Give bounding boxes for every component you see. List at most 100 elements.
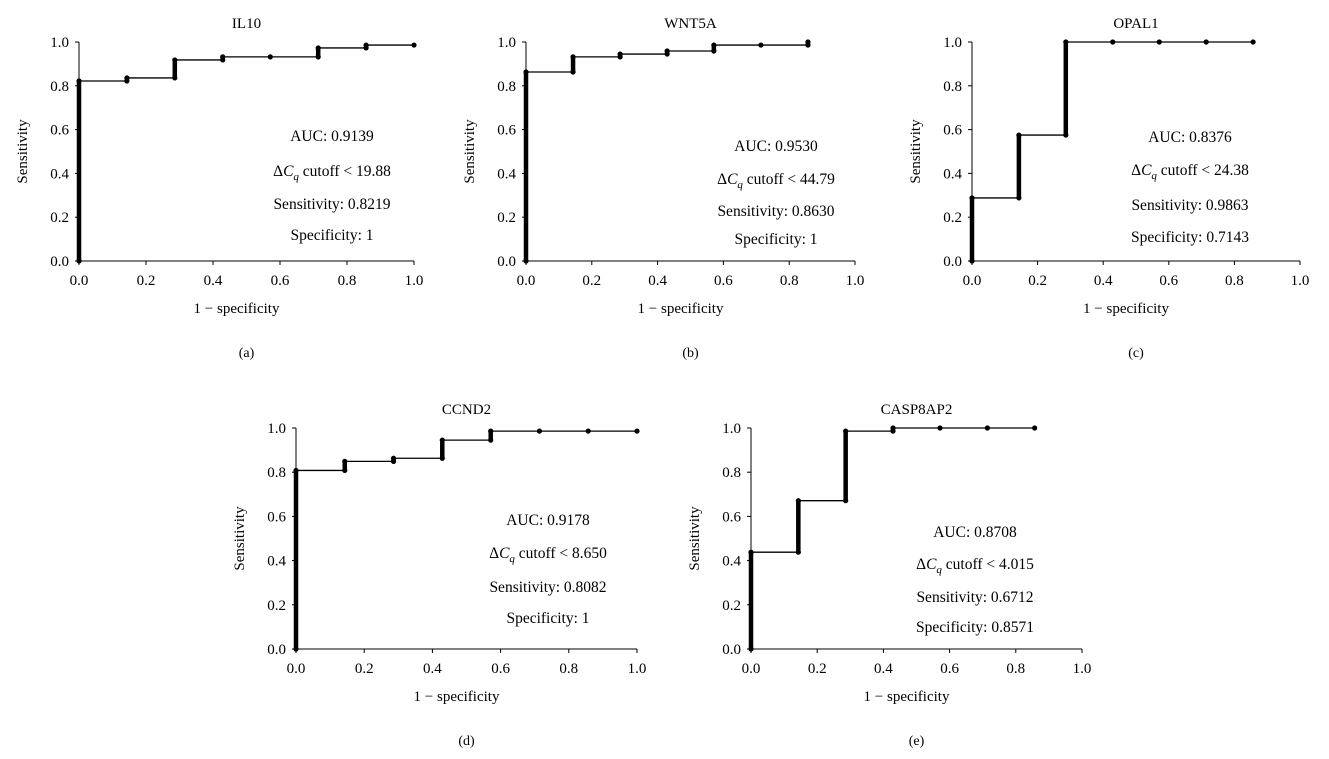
- roc-point: [711, 48, 717, 54]
- x-tick-label: 0.4: [874, 661, 893, 677]
- roc-point: [937, 425, 943, 431]
- roc-point: [172, 75, 178, 81]
- roc-point: [1032, 425, 1038, 431]
- roc-point: [795, 498, 801, 504]
- roc-point: [1203, 39, 1209, 45]
- y-tick-label: 0.2: [722, 598, 741, 614]
- y-axis-label: Sensitivity: [908, 119, 924, 184]
- chart-title: IL10: [232, 16, 261, 32]
- roc-point: [523, 258, 529, 264]
- roc-point: [1016, 132, 1022, 138]
- roc-point: [1250, 39, 1256, 45]
- annotation-0: AUC: 0.9139: [290, 128, 374, 145]
- roc-panel-0: IL10 0.0 0.2 0.4 0.6 0.8 1.0 0.0 0.2 0.4 0.6 0.8 1.0…: [15, 16, 423, 361]
- annotation-2: Sensitivity: 0.8219: [273, 196, 390, 213]
- x-tick-label: 0.8: [338, 273, 357, 289]
- y-axis-label: Sensitivity: [15, 119, 31, 184]
- panel-label: (e): [909, 734, 925, 749]
- roc-point: [390, 455, 397, 461]
- x-tick-label: 1.0: [628, 661, 647, 677]
- x-tick-label: 0.6: [271, 273, 290, 289]
- x-tick-label: 0.0: [70, 273, 89, 289]
- roc-point: [536, 428, 543, 434]
- roc-point: [758, 42, 764, 48]
- x-tick-label: 0.4: [423, 661, 442, 677]
- x-tick-label: 0.8: [780, 273, 799, 289]
- y-tick-label: 0.8: [50, 79, 69, 95]
- roc-point: [617, 51, 623, 57]
- roc-point: [984, 425, 990, 431]
- y-tick-label: 0.0: [943, 254, 962, 270]
- y-axis-label: Sensitivity: [462, 119, 478, 184]
- panel-label: (d): [458, 734, 475, 749]
- roc-point: [1063, 132, 1069, 138]
- annotation-cutoff: ΔCq cutoff < 4.015: [916, 556, 1034, 576]
- roc-point: [585, 428, 591, 434]
- annotation-0: AUC: 0.8708: [933, 524, 1017, 541]
- roc-point: [634, 428, 640, 434]
- y-tick-label: 1.0: [50, 35, 69, 51]
- y-tick-label: 0.0: [50, 254, 69, 270]
- roc-point: [711, 42, 717, 48]
- x-tick-label: 0.8: [559, 661, 578, 677]
- y-axis-label: Sensitivity: [232, 506, 248, 571]
- roc-point: [664, 48, 670, 54]
- y-tick-label: 0.4: [497, 166, 516, 182]
- x-tick-label: 1.0: [405, 273, 424, 289]
- roc-point: [890, 425, 896, 431]
- roc-point: [1063, 39, 1069, 45]
- x-tick-label: 0.2: [137, 273, 156, 289]
- annotation-3: Specificity: 1: [734, 231, 817, 248]
- x-tick-label: 0.6: [491, 661, 510, 677]
- y-tick-label: 0.8: [722, 465, 741, 481]
- roc-point: [411, 42, 417, 48]
- y-tick-label: 0.6: [50, 123, 69, 139]
- y-tick-label: 0.6: [497, 123, 516, 139]
- y-tick-label: 1.0: [497, 35, 516, 51]
- y-tick-label: 1.0: [267, 421, 286, 437]
- annotation-cutoff: ΔCq cutoff < 44.79: [717, 171, 835, 191]
- annotation-3: Specificity: 1: [290, 227, 373, 244]
- panel-label: (b): [682, 346, 699, 361]
- y-tick-label: 0.0: [722, 642, 741, 658]
- annotation-3: Specificity: 1: [506, 610, 589, 627]
- x-tick-label: 0.2: [355, 661, 374, 677]
- roc-point: [523, 69, 529, 75]
- annotation-3: Specificity: 0.7143: [1131, 229, 1249, 246]
- y-tick-label: 0.8: [497, 79, 516, 95]
- chart-title: CCND2: [442, 402, 491, 418]
- roc-point: [315, 45, 321, 51]
- y-tick-label: 0.4: [50, 166, 69, 182]
- roc-point: [342, 467, 348, 474]
- x-tick-label: 0.4: [648, 273, 667, 289]
- y-tick-label: 0.2: [267, 598, 286, 614]
- roc-point: [748, 646, 754, 652]
- y-tick-label: 1.0: [722, 421, 741, 437]
- roc-point: [293, 646, 299, 652]
- y-tick-label: 0.6: [267, 509, 286, 525]
- roc-point: [363, 42, 369, 48]
- roc-point: [1156, 39, 1162, 45]
- annotation-cutoff: ΔCq cutoff < 8.650: [489, 545, 607, 565]
- x-axis-label: 1 − specificity: [1083, 301, 1169, 317]
- roc-point: [843, 498, 849, 504]
- x-tick-label: 0.2: [1028, 273, 1047, 289]
- roc-point: [124, 75, 130, 81]
- annotation-cutoff: ΔCq cutoff < 24.38: [1131, 162, 1249, 182]
- x-tick-label: 0.6: [940, 661, 959, 677]
- y-tick-label: 0.4: [943, 166, 962, 182]
- chart-title: CASP8AP2: [881, 402, 953, 418]
- roc-point: [342, 458, 348, 464]
- x-tick-label: 0.2: [808, 661, 827, 677]
- x-tick-label: 0.0: [742, 661, 761, 677]
- roc-point: [76, 78, 82, 84]
- annotation-2: Sensitivity: 0.9863: [1131, 197, 1248, 214]
- x-axis-label: 1 − specificity: [414, 689, 500, 705]
- roc-point: [805, 39, 811, 45]
- roc-point: [267, 54, 273, 60]
- x-tick-label: 0.8: [1006, 661, 1025, 677]
- roc-point: [76, 258, 82, 264]
- y-tick-label: 0.8: [267, 465, 286, 481]
- roc-point: [439, 437, 445, 443]
